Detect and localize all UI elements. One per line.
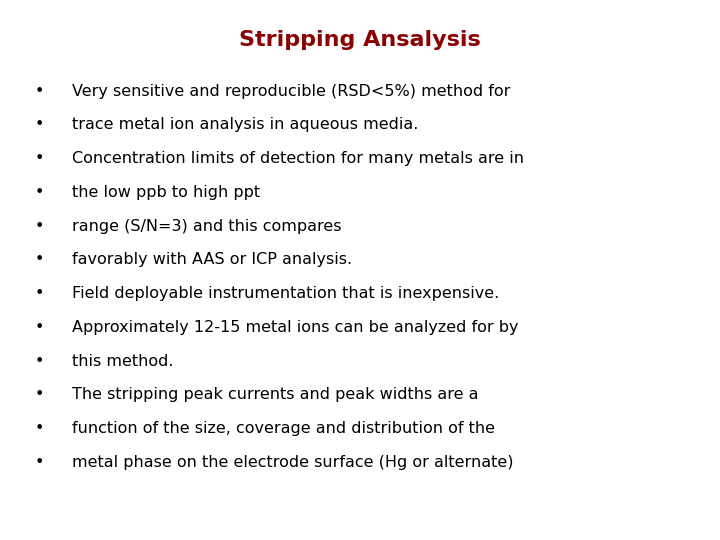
Text: favorably with AAS or ICP analysis.: favorably with AAS or ICP analysis. — [72, 252, 352, 267]
Text: Approximately 12-15 metal ions can be analyzed for by: Approximately 12-15 metal ions can be an… — [72, 320, 518, 335]
Text: trace metal ion analysis in aqueous media.: trace metal ion analysis in aqueous medi… — [72, 117, 418, 132]
Text: •: • — [35, 421, 45, 436]
Text: Stripping Ansalysis: Stripping Ansalysis — [239, 30, 481, 50]
Text: Field deployable instrumentation that is inexpensive.: Field deployable instrumentation that is… — [72, 286, 499, 301]
Text: Very sensitive and reproducible (RSD<5%) method for: Very sensitive and reproducible (RSD<5%)… — [72, 84, 510, 99]
Text: •: • — [35, 455, 45, 470]
Text: •: • — [35, 185, 45, 200]
Text: •: • — [35, 388, 45, 402]
Text: function of the size, coverage and distribution of the: function of the size, coverage and distr… — [72, 421, 495, 436]
Text: The stripping peak currents and peak widths are a: The stripping peak currents and peak wid… — [72, 388, 479, 402]
Text: •: • — [35, 286, 45, 301]
Text: •: • — [35, 320, 45, 335]
Text: •: • — [35, 252, 45, 267]
Text: •: • — [35, 84, 45, 99]
Text: this method.: this method. — [72, 354, 174, 369]
Text: •: • — [35, 117, 45, 132]
Text: •: • — [35, 219, 45, 234]
Text: metal phase on the electrode surface (Hg or alternate): metal phase on the electrode surface (Hg… — [72, 455, 513, 470]
Text: the low ppb to high ppt: the low ppb to high ppt — [72, 185, 260, 200]
Text: •: • — [35, 151, 45, 166]
Text: range (S/N=3) and this compares: range (S/N=3) and this compares — [72, 219, 341, 234]
Text: •: • — [35, 354, 45, 369]
Text: Concentration limits of detection for many metals are in: Concentration limits of detection for ma… — [72, 151, 524, 166]
